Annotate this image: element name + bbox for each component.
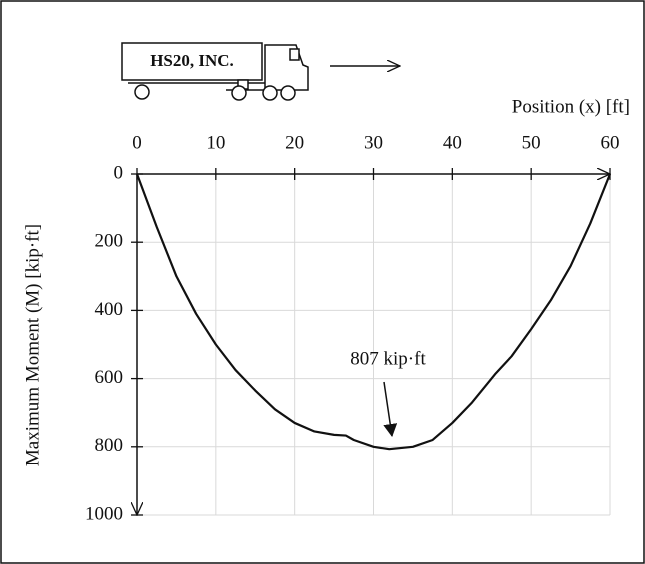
y-tick-label: 1000 (85, 503, 123, 524)
annotation: 807 kip·ft (350, 348, 426, 369)
y-tick-label: 800 (95, 435, 124, 456)
x-tick-label: 40 (443, 132, 462, 153)
truck (121, 42, 400, 101)
y-tick-label: 400 (95, 299, 124, 320)
x-tick-label: 30 (364, 132, 383, 153)
x-axis-label: Position (x) [ft] (512, 96, 630, 117)
x-tick-label: 60 (601, 132, 620, 153)
annotation-arrow (383, 381, 398, 437)
y-axis-label: Maximum Moment (M) [kip·ft] (22, 224, 43, 466)
truck-label: HS20, INC. (150, 51, 234, 70)
y-tick-label: 600 (95, 367, 124, 388)
x-tick-label: 50 (522, 132, 541, 153)
y-tick-label: 200 (95, 231, 124, 252)
y-tick-label: 0 (114, 162, 124, 183)
x-tick-label: 20 (285, 132, 304, 153)
x-tick-label: 10 (206, 132, 225, 153)
data-line (135, 173, 612, 451)
x-tick-label: 0 (132, 132, 142, 153)
